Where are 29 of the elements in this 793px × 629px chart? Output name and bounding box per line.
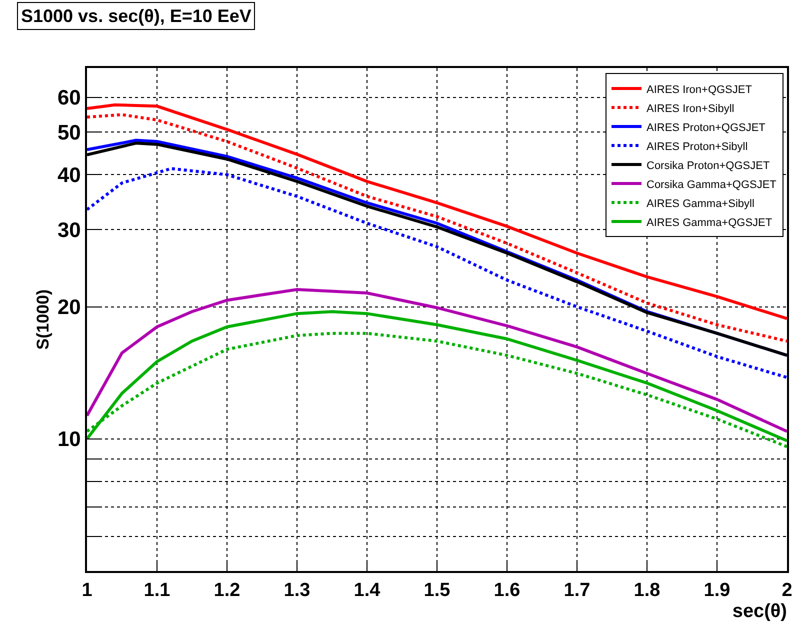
x-tick-label: 1.8 bbox=[634, 580, 660, 601]
y-tick-label: 20 bbox=[57, 296, 81, 320]
y-tick-label: 50 bbox=[57, 121, 81, 144]
x-tick-label: 1.6 bbox=[494, 580, 520, 601]
y-axis-title: S(1000) bbox=[33, 289, 52, 350]
y-tick-label: 40 bbox=[57, 164, 81, 188]
x-tick-label: 1 bbox=[82, 580, 93, 601]
legend-label: AIRES Gamma+QGSJET bbox=[646, 216, 772, 229]
legend-label: AIRES Iron+QGSJET bbox=[646, 84, 752, 96]
x-tick-label: 1.3 bbox=[284, 580, 310, 601]
legend-label: AIRES Gamma+Sibyll bbox=[646, 198, 754, 210]
x-tick-label: 1.2 bbox=[214, 580, 240, 601]
x-tick-label: 2 bbox=[782, 580, 792, 601]
y-tick-label: 60 bbox=[57, 86, 81, 110]
legend-label: AIRES Proton+Sibyll bbox=[646, 140, 748, 153]
line-series bbox=[87, 288, 787, 433]
legend-label: AIRES Proton+QGSJET bbox=[646, 122, 766, 134]
chart-title: S1000 vs. sec(θ), E=10 EeV bbox=[21, 6, 252, 26]
y-tick-label: 30 bbox=[57, 218, 81, 242]
x-tick-label: 1.1 bbox=[144, 580, 171, 601]
legend-label: Corsika Gamma+QGSJET bbox=[646, 178, 777, 191]
x-axis-title: sec(θ) bbox=[732, 601, 787, 622]
x-tick-label: 1.9 bbox=[704, 580, 730, 601]
y-tick-label: 10 bbox=[57, 428, 81, 452]
x-tick-label: 1.4 bbox=[354, 580, 381, 601]
legend-label: AIRES Iron+Sibyll bbox=[646, 102, 734, 115]
legend-label: Corsika Proton+QGSJET bbox=[646, 160, 770, 172]
x-tick-label: 1.7 bbox=[564, 580, 590, 601]
x-tick-label: 1.5 bbox=[424, 580, 451, 601]
